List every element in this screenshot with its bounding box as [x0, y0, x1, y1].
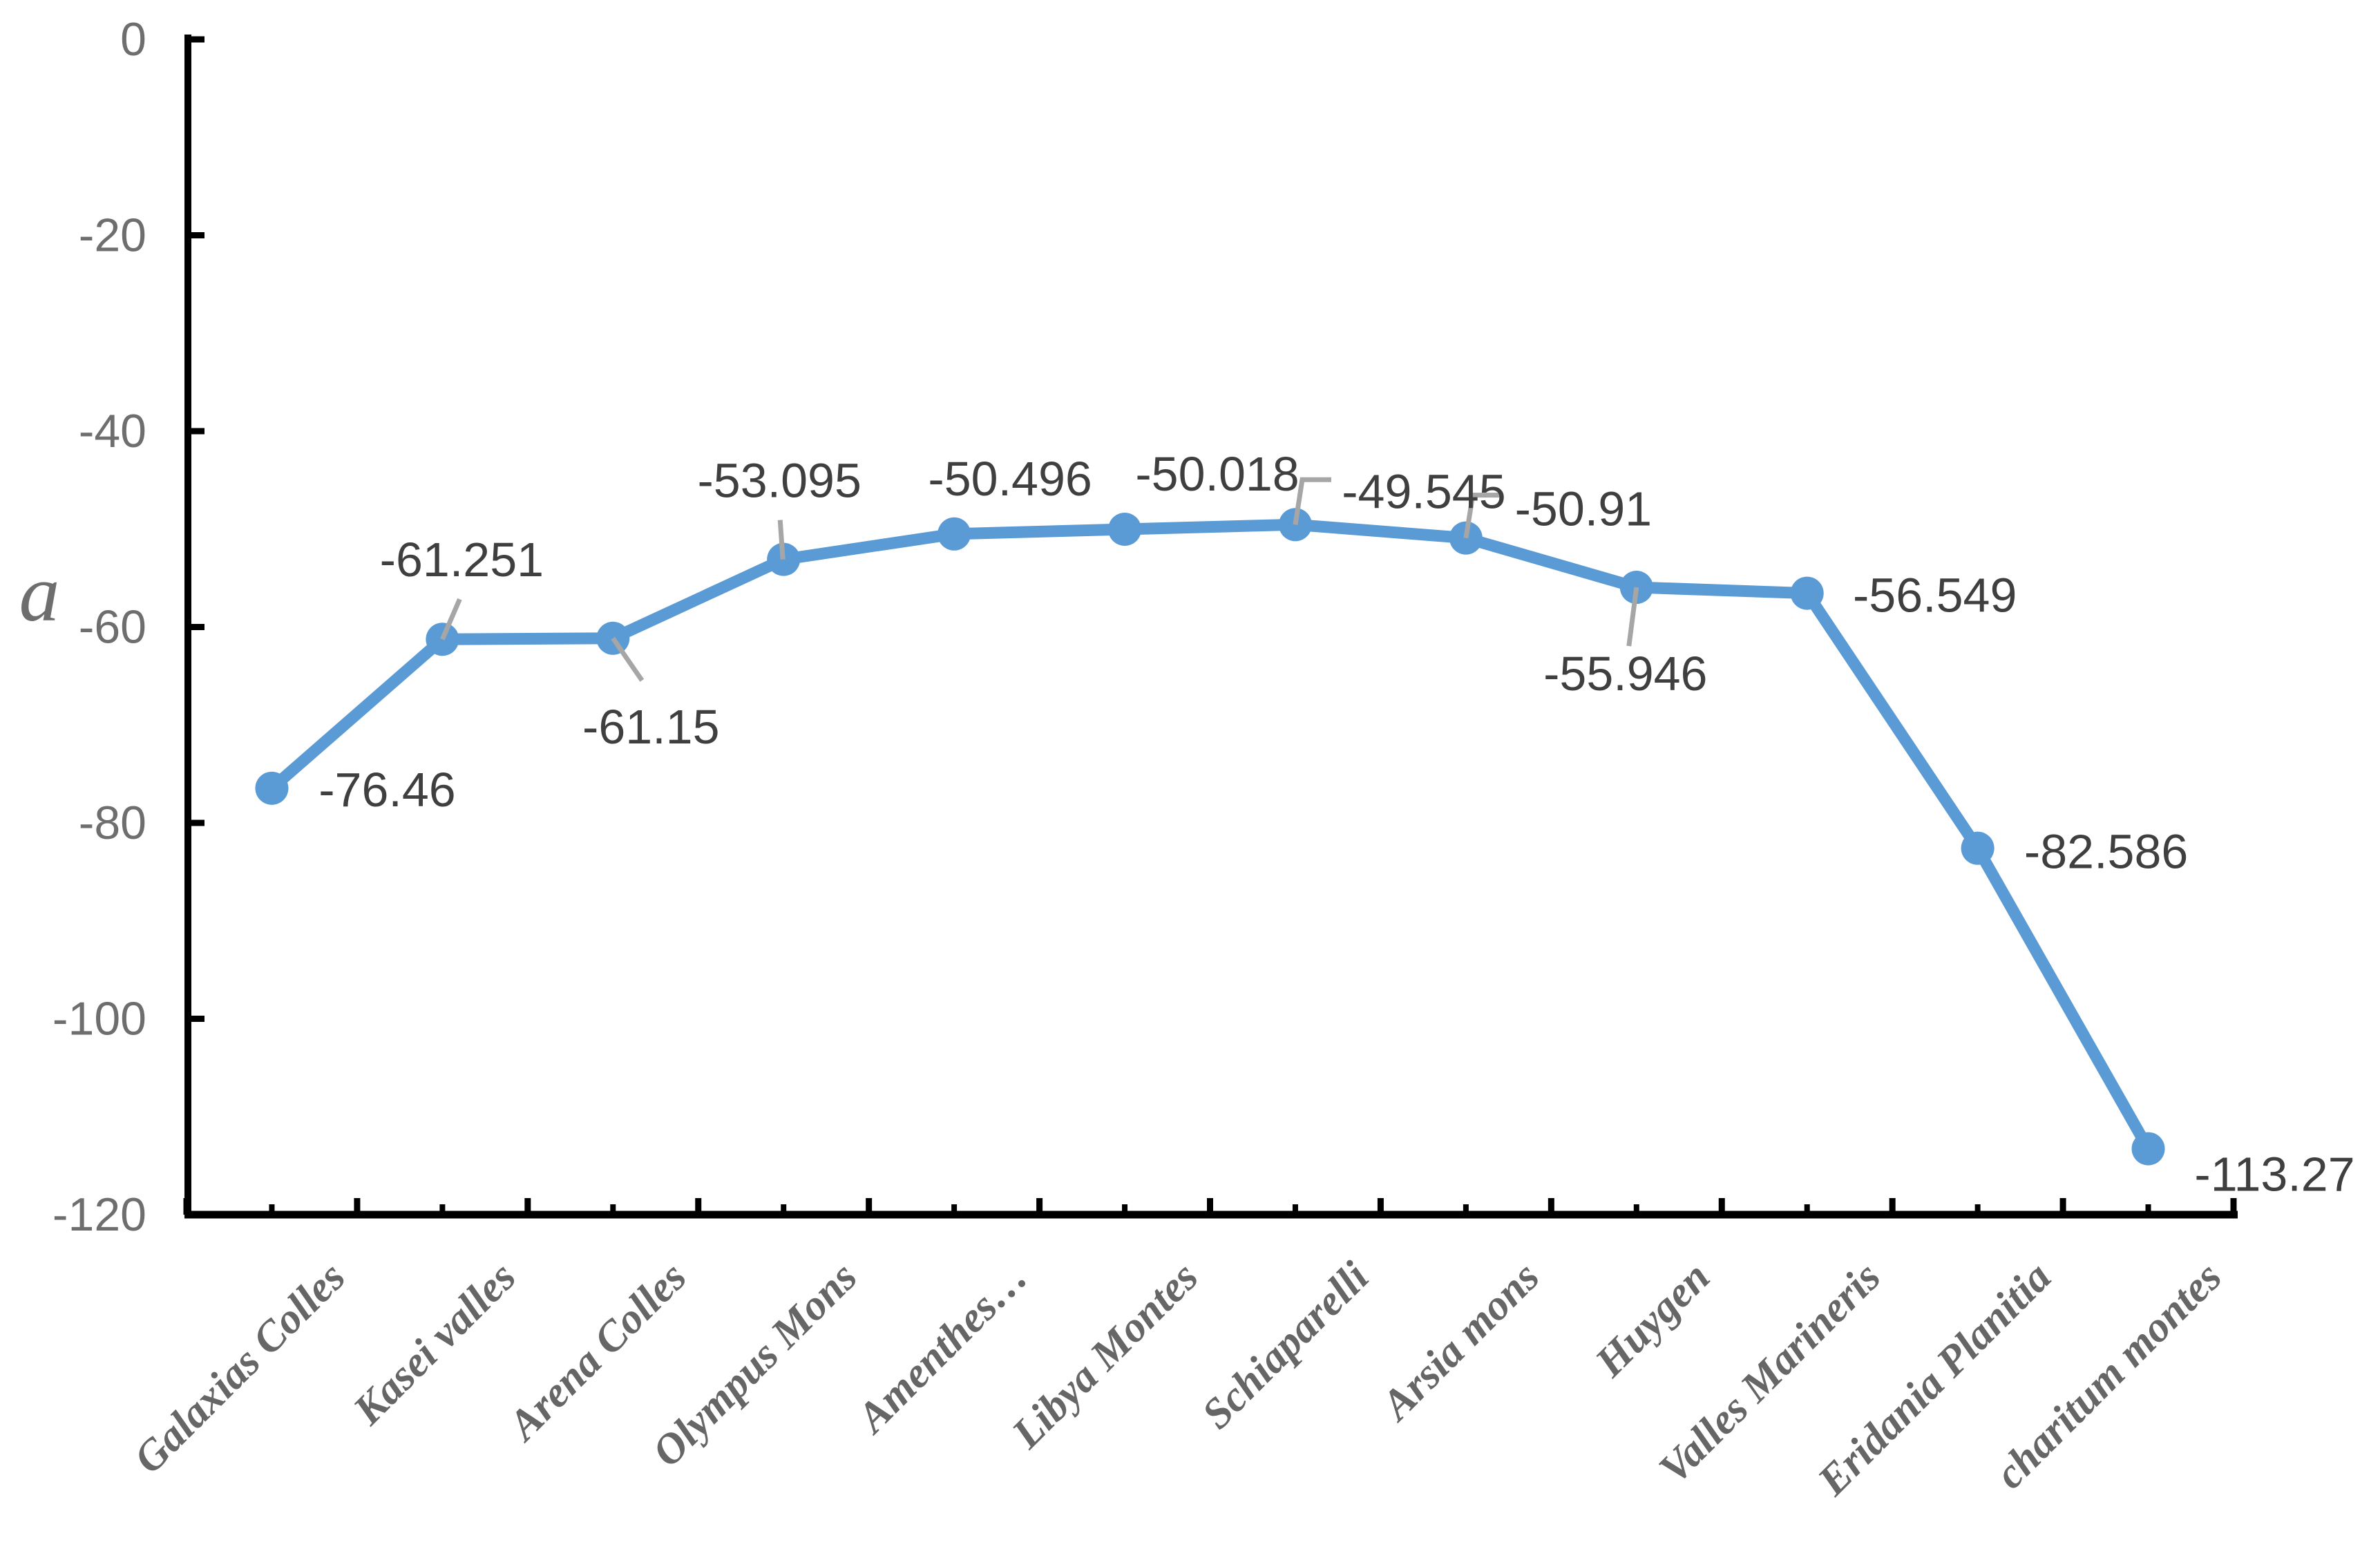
data-label-leader-line: [777, 520, 786, 560]
data-point-marker: [937, 517, 971, 551]
data-point-label: -50.91: [1515, 482, 1652, 536]
y-axis-tick-label: -80: [79, 797, 146, 849]
data-point-marker: [1790, 576, 1824, 610]
data-point-label: -113.27: [2194, 1148, 2354, 1202]
series-line: [265, 518, 2155, 1155]
x-axis-category-label: Galaxias Colles: [125, 1253, 354, 1483]
x-axis-category-label: Schiaparelli: [1193, 1253, 1378, 1438]
data-label-leader-line: [1293, 477, 1331, 525]
data-point-label: -50.496: [928, 452, 1092, 506]
data-point-marker: [255, 771, 289, 805]
x-axis-category-label: Arsia mons: [1371, 1253, 1548, 1431]
data-point-label: -56.549: [1853, 569, 2017, 623]
y-axis-title: a: [19, 548, 60, 638]
y-axis-tick-label: -120: [53, 1188, 146, 1241]
y-axis-tick-label: 0: [120, 13, 146, 66]
data-point-label: -50.018: [1135, 447, 1299, 501]
data-point-label: -53.095: [697, 454, 861, 508]
data-point-label: -55.946: [1543, 647, 1707, 701]
data-point-marker: [1108, 513, 1142, 547]
data-label-leader-line: [611, 636, 645, 682]
y-axis-tick-label: -60: [79, 601, 146, 654]
data-point-marker: [767, 542, 801, 576]
data-point-marker: [1961, 831, 1995, 865]
data-label-leader-line: [1463, 493, 1502, 539]
y-axis-tick-label: -20: [79, 209, 146, 262]
y-axis-tick-label: -40: [79, 405, 146, 457]
data-point-label: -61.251: [380, 533, 544, 587]
data-point-marker: [2131, 1132, 2165, 1166]
data-point-label: -76.46: [318, 763, 455, 817]
x-axis-category-label: Amenthes…: [846, 1253, 1036, 1443]
x-axis-category-label: Huygen: [1586, 1253, 1719, 1386]
y-axis-tick-label: -100: [53, 993, 146, 1045]
data-label-leader-line: [440, 598, 462, 640]
data-point-label: -49.545: [1342, 464, 1505, 518]
data-label-leader-line: [1626, 587, 1639, 647]
data-point-label: -82.586: [2024, 825, 2188, 879]
data-point-label: -61.15: [582, 700, 719, 754]
x-axis-category-label: Kasei valles: [344, 1253, 525, 1434]
